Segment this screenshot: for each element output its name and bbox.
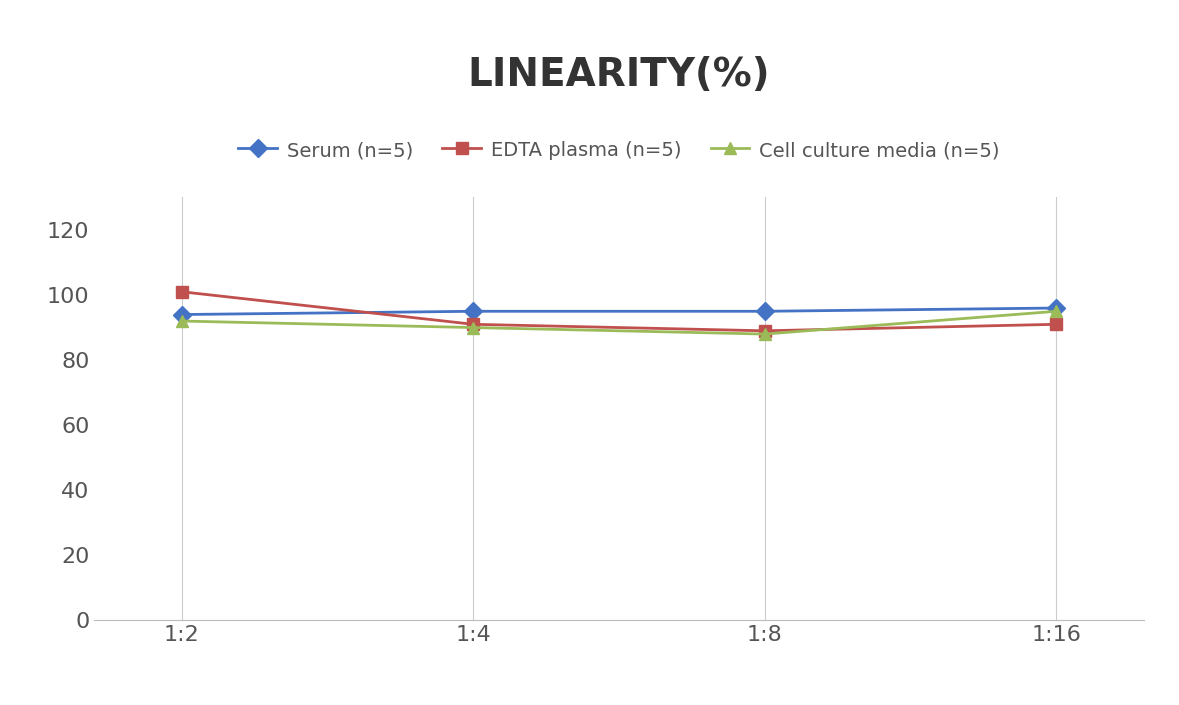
Serum (n=5) [174, 310, 189, 319]
Line: EDTA plasma (n=5): EDTA plasma (n=5) [176, 286, 1062, 337]
Title: LINEARITY(%): LINEARITY(%) [468, 56, 770, 94]
EDTA plasma (n=5) [466, 320, 480, 329]
Cell culture media (n=5) [466, 324, 480, 332]
Serum (n=5) [1049, 304, 1063, 312]
Cell culture media (n=5) [1049, 307, 1063, 316]
EDTA plasma (n=5) [1049, 320, 1063, 329]
Serum (n=5) [758, 307, 772, 316]
Cell culture media (n=5) [758, 330, 772, 338]
Line: Cell culture media (n=5): Cell culture media (n=5) [176, 305, 1062, 341]
Line: Serum (n=5): Serum (n=5) [176, 302, 1062, 321]
Cell culture media (n=5) [174, 317, 189, 325]
Serum (n=5) [466, 307, 480, 316]
Legend: Serum (n=5), EDTA plasma (n=5), Cell culture media (n=5): Serum (n=5), EDTA plasma (n=5), Cell cul… [229, 131, 1009, 170]
EDTA plasma (n=5) [174, 288, 189, 296]
EDTA plasma (n=5) [758, 326, 772, 335]
